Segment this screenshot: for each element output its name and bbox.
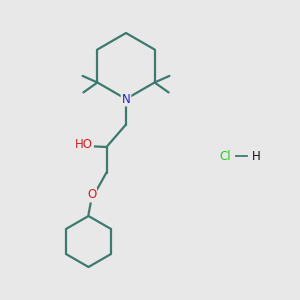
Text: O: O bbox=[87, 188, 96, 202]
Text: HO: HO bbox=[75, 138, 93, 151]
Text: N: N bbox=[122, 92, 130, 106]
Text: Cl: Cl bbox=[219, 149, 231, 163]
Text: H: H bbox=[252, 149, 261, 163]
